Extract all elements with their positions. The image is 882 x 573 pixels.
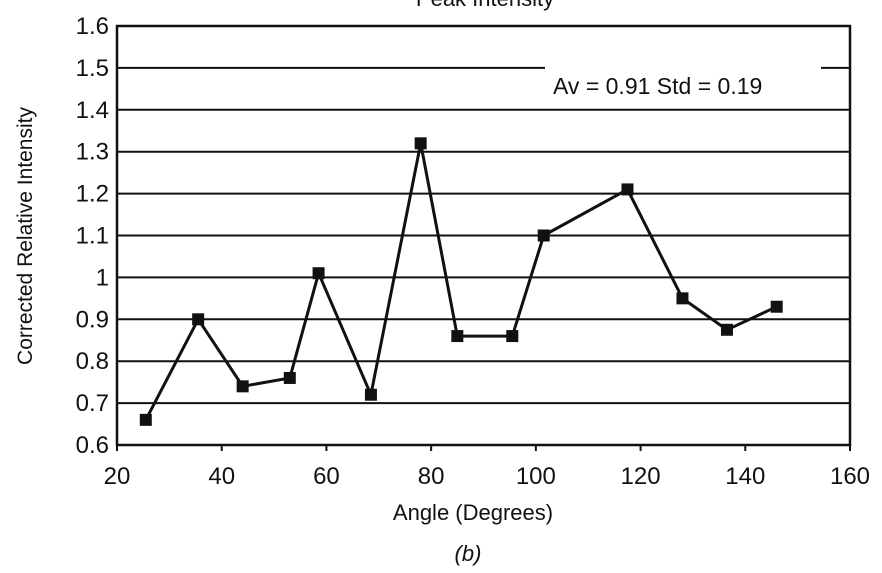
y-tick-label: 1.6 [76, 13, 109, 40]
data-point-marker [283, 371, 296, 384]
data-point-marker [192, 313, 205, 326]
y-tick-label: 0.6 [76, 432, 109, 459]
data-point-marker [720, 323, 733, 336]
data-point-marker [414, 137, 427, 150]
plot-area-frame [115, 24, 852, 447]
y-tick-label: 1.5 [76, 55, 109, 82]
y-tick-label: 1.1 [76, 223, 109, 250]
x-tick-label: 140 [725, 463, 765, 490]
y-tick-label: 1 [96, 264, 109, 291]
y-axis-label: Corrected Relative Intensity [14, 107, 37, 365]
data-point-marker [139, 413, 152, 426]
x-tick-label: 60 [313, 463, 340, 490]
data-point-marker [770, 300, 783, 313]
stats-annotation: Av = 0.91 Std = 0.19 [553, 73, 762, 99]
y-tick-label: 0.8 [76, 348, 109, 375]
x-tick-label: 40 [208, 463, 235, 490]
data-point-marker [451, 330, 464, 343]
data-point-marker [236, 380, 249, 393]
data-series [139, 137, 783, 426]
data-point-marker [621, 183, 634, 196]
data-point-marker [537, 229, 550, 242]
x-tick-label: 20 [104, 463, 131, 490]
y-tick-label: 0.7 [76, 390, 109, 417]
y-tick-labels: 0.6 0.7 0.8 0.9 1 1.1 1.2 1.3 1.4 1.5 1.6 [76, 13, 109, 459]
data-point-marker [506, 330, 519, 343]
data-point-marker [364, 388, 377, 401]
figure-caption: (b) [455, 541, 482, 566]
x-tick-labels: 20 40 60 80 100 120 140 160 [104, 445, 870, 490]
y-tick-label: 1.3 [76, 139, 109, 166]
x-tick-label: 100 [516, 463, 556, 490]
data-point-marker [676, 292, 689, 305]
y-tick-label: 0.9 [76, 306, 109, 333]
series-line [144, 141, 778, 421]
y-tick-label: 1.2 [76, 181, 109, 208]
x-tick-label: 80 [418, 463, 445, 490]
chart-title: Peak Intensity [416, 0, 554, 11]
y-tick-label: 1.4 [76, 97, 109, 124]
x-tick-label: 120 [621, 463, 661, 490]
annotation-box [545, 64, 821, 106]
x-axis-label: Angle (Degrees) [393, 500, 553, 525]
data-point-marker [312, 267, 325, 280]
x-tick-label: 160 [830, 463, 870, 490]
